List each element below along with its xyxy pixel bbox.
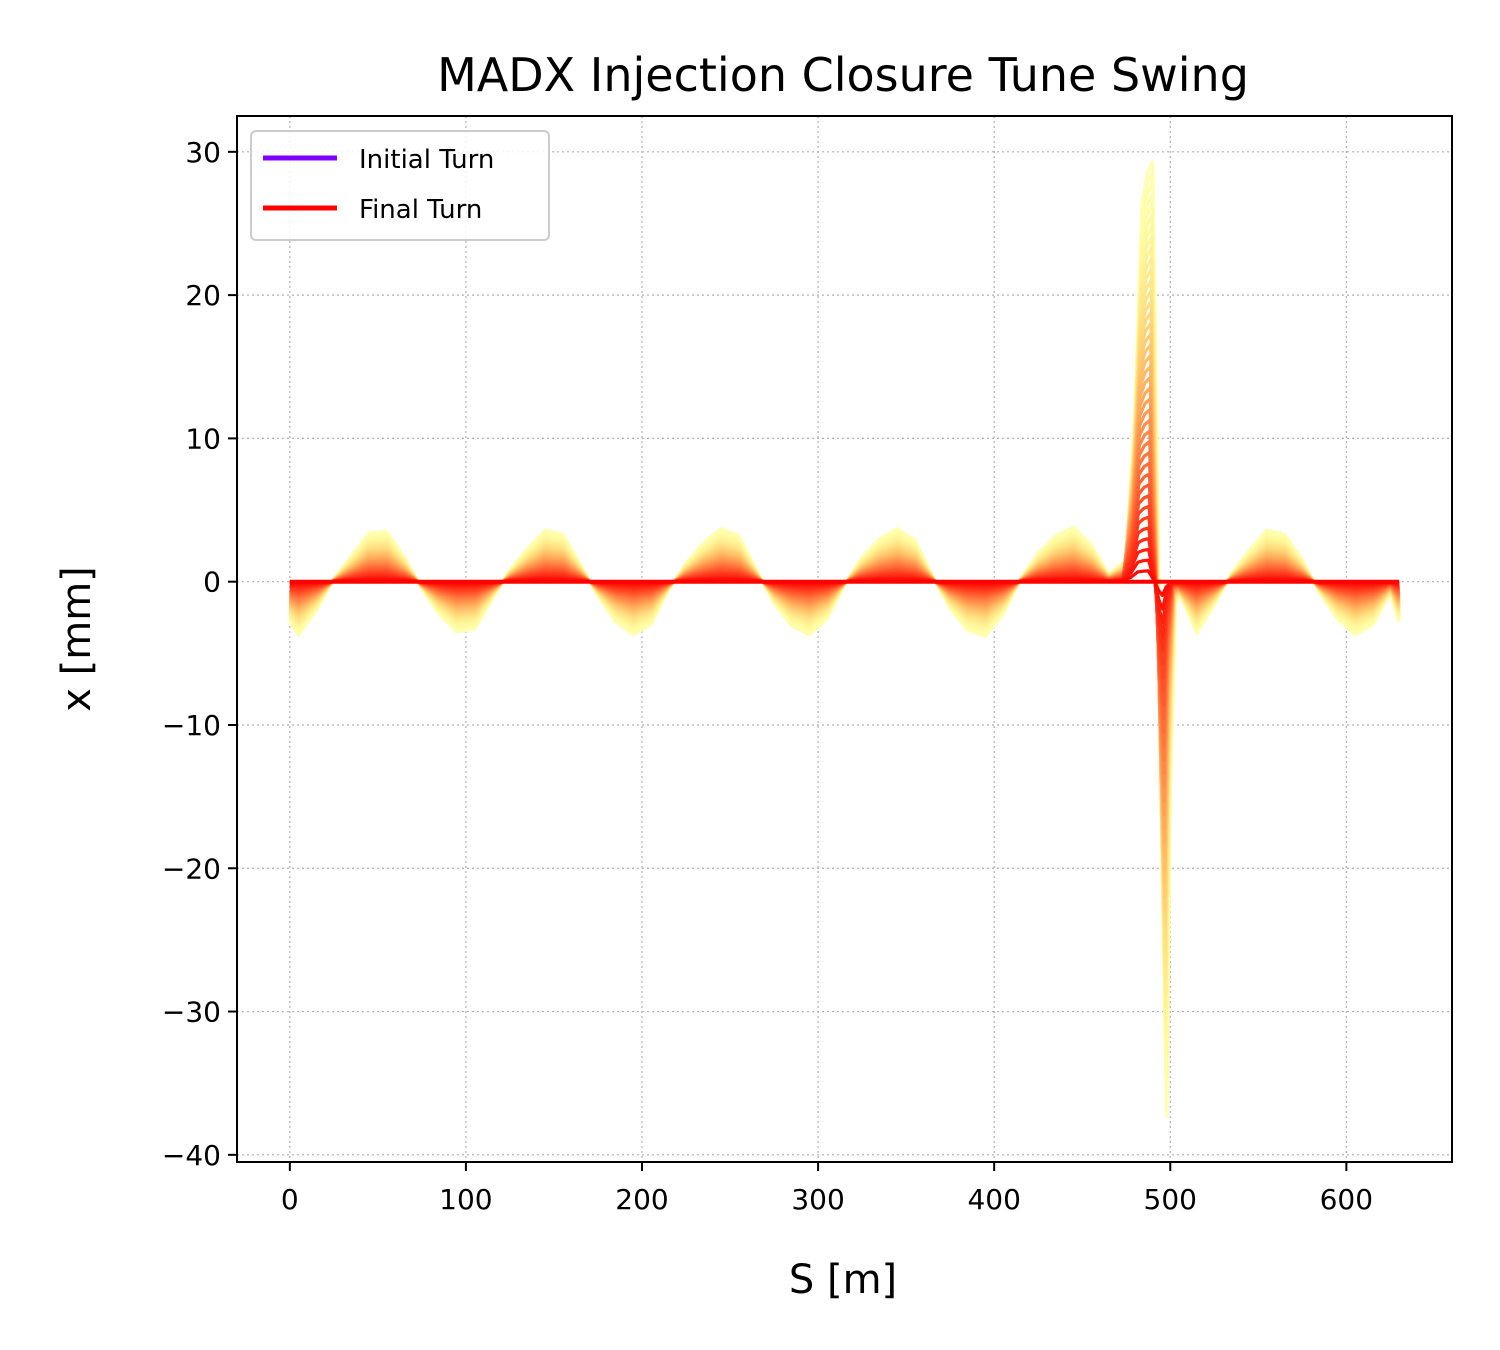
y-tick-label: 0 xyxy=(203,566,221,599)
turn-line xyxy=(288,192,1401,1077)
turn-line xyxy=(288,181,1401,1091)
x-axis-label: S [m] xyxy=(789,1257,897,1303)
y-tick-label: 30 xyxy=(185,136,221,169)
chart-title: MADX Injection Closure Tune Swing xyxy=(437,48,1249,102)
x-tick-label: 0 xyxy=(281,1183,299,1216)
legend: Initial Turn Final Turn xyxy=(250,130,550,241)
y-axis-ticks: 30 20 10 0 −10 −20 −30 −40 xyxy=(162,136,237,1172)
x-tick-label: 100 xyxy=(439,1183,492,1216)
y-tick-label: −30 xyxy=(162,996,221,1029)
x-tick-label: 500 xyxy=(1144,1183,1197,1216)
x-tick-label: 400 xyxy=(967,1183,1020,1216)
x-axis-ticks: 0 100 200 300 400 500 600 xyxy=(281,1162,1373,1216)
turn-line xyxy=(289,504,1401,680)
turn-line xyxy=(288,171,1401,1104)
y-tick-label: −40 xyxy=(162,1139,221,1172)
turn-line xyxy=(289,494,1401,693)
series-layer xyxy=(288,160,1401,1118)
y-tick-label: 20 xyxy=(185,279,221,312)
turn-line xyxy=(289,515,1400,666)
legend-label-initial-turn: Initial Turn xyxy=(359,145,494,175)
y-tick-label: −10 xyxy=(162,709,221,742)
y-tick-label: 10 xyxy=(185,422,221,455)
grid xyxy=(237,116,1452,1162)
x-tick-label: 600 xyxy=(1320,1183,1373,1216)
plot-frame xyxy=(236,115,1453,1163)
turn-line xyxy=(288,160,1401,1118)
y-axis-label: x [mm] xyxy=(54,566,100,712)
legend-label-final-turn: Final Turn xyxy=(359,195,482,225)
x-tick-label: 300 xyxy=(791,1183,844,1216)
y-tick-label: −20 xyxy=(162,852,221,885)
x-tick-label: 200 xyxy=(615,1183,668,1216)
